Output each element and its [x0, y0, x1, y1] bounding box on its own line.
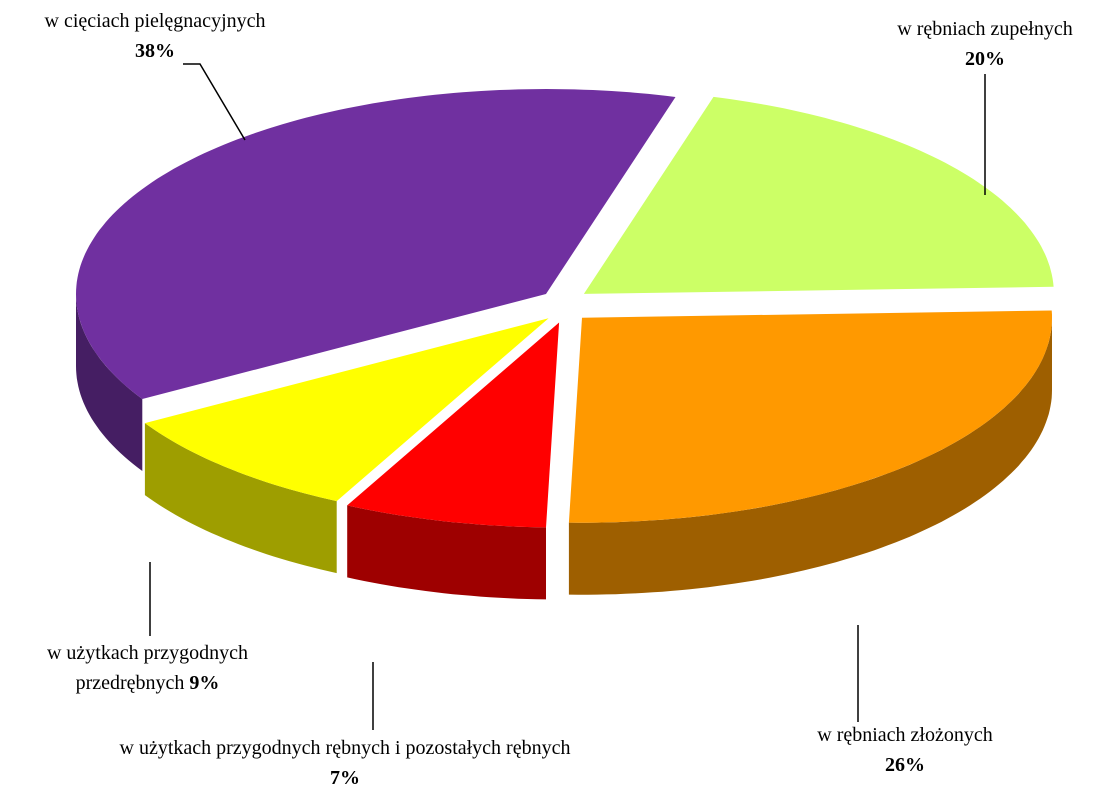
label: w użytkach przygodnych przedrębnych 9% [20, 638, 275, 698]
label: w użytkach przygodnych rębnych i pozosta… [20, 733, 670, 793]
label-value: 38% [135, 40, 175, 62]
label: w rębniach zupełnych 20% [855, 14, 1109, 74]
slice-side [144, 423, 337, 574]
label-value: 26% [885, 754, 925, 776]
label: w cięciach pielęgnacyjnych 38% [0, 6, 310, 66]
label-name: w użytkach przygodnych przedrębnych [46, 642, 249, 694]
label: w rębniach złożonych 26% [770, 720, 1040, 780]
label-name: w cięciach pielęgnacyjnych [44, 10, 266, 32]
label-value: 20% [965, 48, 1005, 70]
slices [76, 89, 1054, 600]
slice [568, 310, 1052, 523]
label-value: 7% [330, 767, 360, 789]
slice [144, 318, 549, 502]
label-name: w rębniach złożonych [817, 724, 993, 746]
leader-line [183, 63, 246, 141]
leader-lines [149, 63, 986, 730]
slice [583, 96, 1054, 294]
label-value: 9% [189, 672, 220, 694]
slice-side [76, 294, 143, 471]
label-name: w rębniach zupełnych [897, 18, 1073, 40]
slice [76, 89, 676, 399]
slice [347, 322, 560, 528]
label-name: w użytkach przygodnych rębnych i pozosta… [119, 737, 571, 759]
slice-side [568, 317, 1052, 595]
slice-side [347, 505, 546, 600]
